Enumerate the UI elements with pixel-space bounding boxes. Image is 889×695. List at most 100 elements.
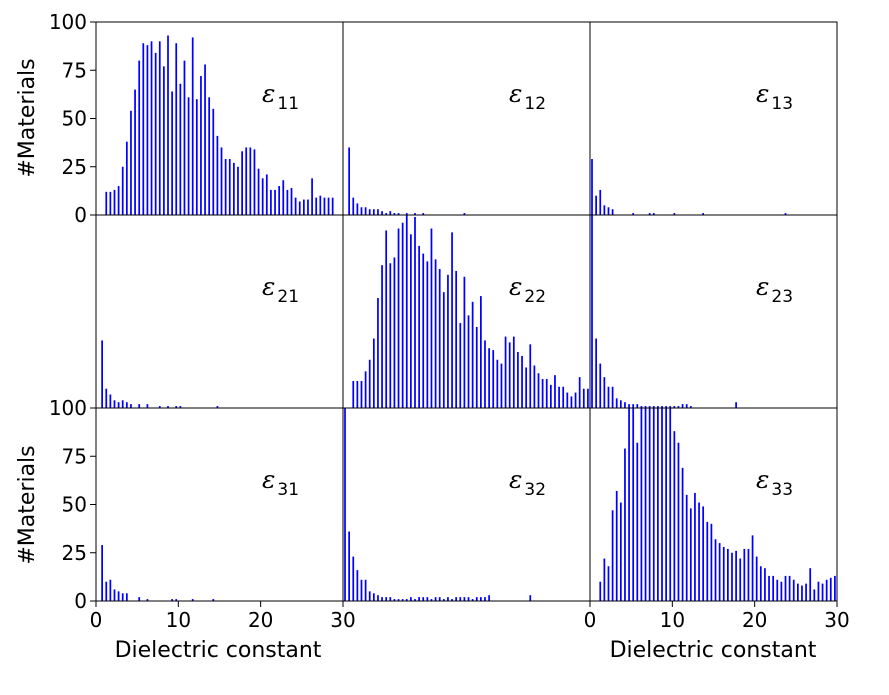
bar: [480, 597, 482, 601]
bar: [607, 207, 610, 215]
bar: [796, 583, 799, 601]
bar: [735, 402, 737, 408]
bar: [430, 228, 433, 408]
bar: [459, 597, 462, 601]
bar: [331, 197, 334, 215]
bar: [624, 448, 626, 601]
bar: [566, 392, 569, 408]
panel-31-frame: [95, 407, 344, 602]
bar: [385, 597, 388, 601]
bar: [146, 599, 149, 601]
bar: [175, 406, 178, 408]
bar: [130, 110, 132, 215]
panel-23-label: ε 23: [756, 272, 793, 307]
bar: [471, 599, 474, 601]
bar: [216, 135, 219, 215]
bar: [381, 597, 383, 601]
bar: [615, 398, 618, 408]
bar: [179, 83, 182, 215]
bar: [434, 597, 437, 601]
bar: [512, 336, 515, 408]
panel-21-label: ε 21: [262, 272, 299, 307]
bar: [702, 506, 705, 601]
bar: [582, 388, 585, 408]
bar: [381, 211, 383, 215]
bar: [401, 222, 404, 408]
bar: [636, 404, 639, 408]
bar: [722, 546, 725, 601]
bar: [430, 599, 433, 601]
bar: [591, 215, 593, 408]
bar: [587, 388, 589, 408]
bar: [257, 168, 260, 215]
bar: [475, 326, 478, 408]
panel-13-label: ε 13: [756, 79, 793, 114]
bar: [731, 552, 733, 601]
bar: [652, 408, 655, 601]
bar: [755, 556, 758, 601]
panel-22-bars: [352, 215, 589, 408]
bar: [228, 159, 231, 215]
y-tick-label: 100: [49, 396, 87, 420]
bar: [146, 45, 149, 215]
bar: [368, 209, 371, 215]
bar: [154, 52, 157, 215]
bar: [302, 199, 305, 215]
bar: [158, 41, 161, 215]
panel-13-frame: [589, 21, 838, 216]
bar: [673, 406, 676, 408]
bar: [233, 162, 235, 215]
bar: [603, 558, 606, 601]
bar: [405, 599, 408, 601]
bar: [142, 43, 145, 216]
bar: [200, 76, 202, 215]
bar: [125, 593, 128, 601]
bar: [109, 191, 112, 215]
bar: [105, 581, 108, 601]
panel-21-frame: [95, 214, 344, 409]
bar: [521, 355, 523, 408]
bar: [463, 276, 466, 408]
bar: [286, 189, 289, 215]
bar: [743, 548, 746, 601]
panel-31-label: ε 31: [262, 465, 299, 500]
bar: [438, 597, 441, 601]
bar: [714, 539, 717, 601]
x-tick-label: 10: [166, 608, 191, 632]
bar: [393, 213, 396, 215]
bar: [784, 575, 787, 601]
bar: [677, 406, 680, 408]
bar: [405, 215, 408, 408]
bar: [492, 350, 495, 408]
y-tick-label: 25: [62, 155, 87, 179]
bar: [821, 583, 824, 601]
bar: [619, 502, 622, 601]
x-tick-label: 30: [824, 608, 849, 632]
bar: [319, 195, 322, 215]
bar: [599, 363, 602, 408]
bar: [533, 365, 536, 408]
bar: [377, 297, 379, 408]
bar: [776, 579, 779, 601]
bar: [101, 340, 103, 408]
bar: [661, 406, 663, 408]
bar: [525, 367, 528, 408]
bar: [673, 213, 676, 215]
bar: [541, 379, 544, 408]
bar: [101, 545, 103, 601]
bar: [640, 408, 643, 601]
bar: [632, 408, 635, 601]
panel-13-bars: [591, 159, 787, 215]
bar: [632, 404, 635, 408]
bar: [438, 269, 441, 408]
panel-21-bars: [101, 340, 219, 408]
panel-23-frame: [589, 214, 838, 409]
y-tick-label: 75: [62, 444, 87, 468]
bar: [640, 406, 643, 408]
bar: [117, 186, 120, 215]
bar: [727, 548, 729, 601]
panel-22-frame: [342, 214, 591, 409]
y-axis-label-bottom: #Materials: [15, 445, 40, 564]
bar: [677, 442, 680, 601]
bar: [356, 203, 359, 215]
